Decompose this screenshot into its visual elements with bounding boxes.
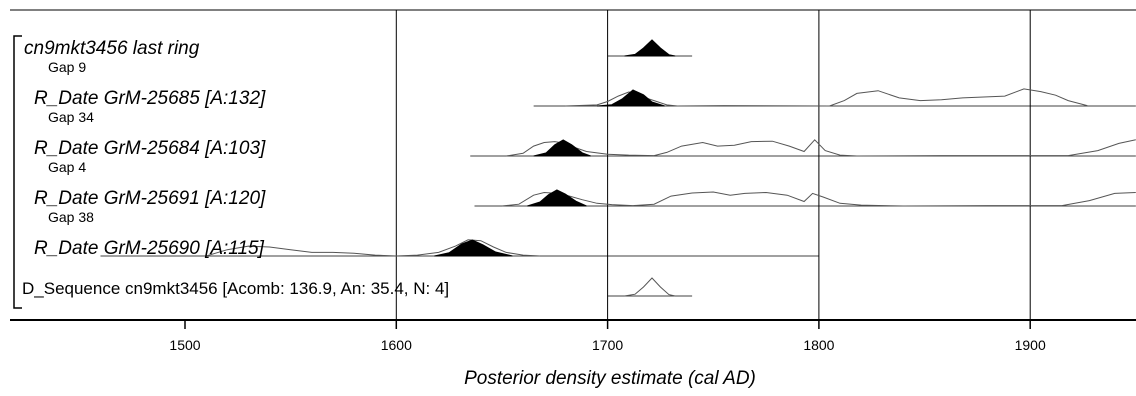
row-label: R_Date GrM-25685 [A:132] [34,88,266,109]
x-axis-ticks: 1500 1600 1700 1800 1900 [169,320,1046,353]
posterior-density [434,239,513,257]
gap-label: Gap 34 [48,109,94,125]
grid [395,10,1031,320]
row-label: D_Sequence cn9mkt3456 [Acomb: 136.9, An:… [22,279,449,298]
curves [100,39,1136,297]
plot-frame [10,9,1136,321]
x-tick-label: 1500 [169,337,200,353]
gap-label: Gap 38 [48,209,94,225]
posterior-density [596,89,665,107]
x-tick-label: 1600 [381,337,412,353]
posterior-density [624,39,676,57]
row-label: R_Date GrM-25691 [A:120] [34,188,266,209]
sequence-bracket [13,35,22,309]
bracket-line [13,35,22,309]
x-tick-label: 1700 [592,337,623,353]
x-axis-label: Posterior density estimate (cal AD) [464,368,756,389]
x-tick-label: 1900 [1015,337,1046,353]
prior-density [624,277,676,297]
row-label: R_Date GrM-25690 [A:115] [34,238,265,259]
posterior-density [527,189,587,207]
gap-label: Gap 4 [48,159,86,175]
prior-density [205,239,541,257]
row-label: R_Date GrM-25684 [A:103] [34,138,266,159]
prior-density [506,139,1136,157]
row-label: cn9mkt3456 last ring [24,38,200,59]
gap-label: Gap 9 [48,59,86,75]
x-tick-label: 1800 [803,337,834,353]
posterior-density [533,139,591,157]
